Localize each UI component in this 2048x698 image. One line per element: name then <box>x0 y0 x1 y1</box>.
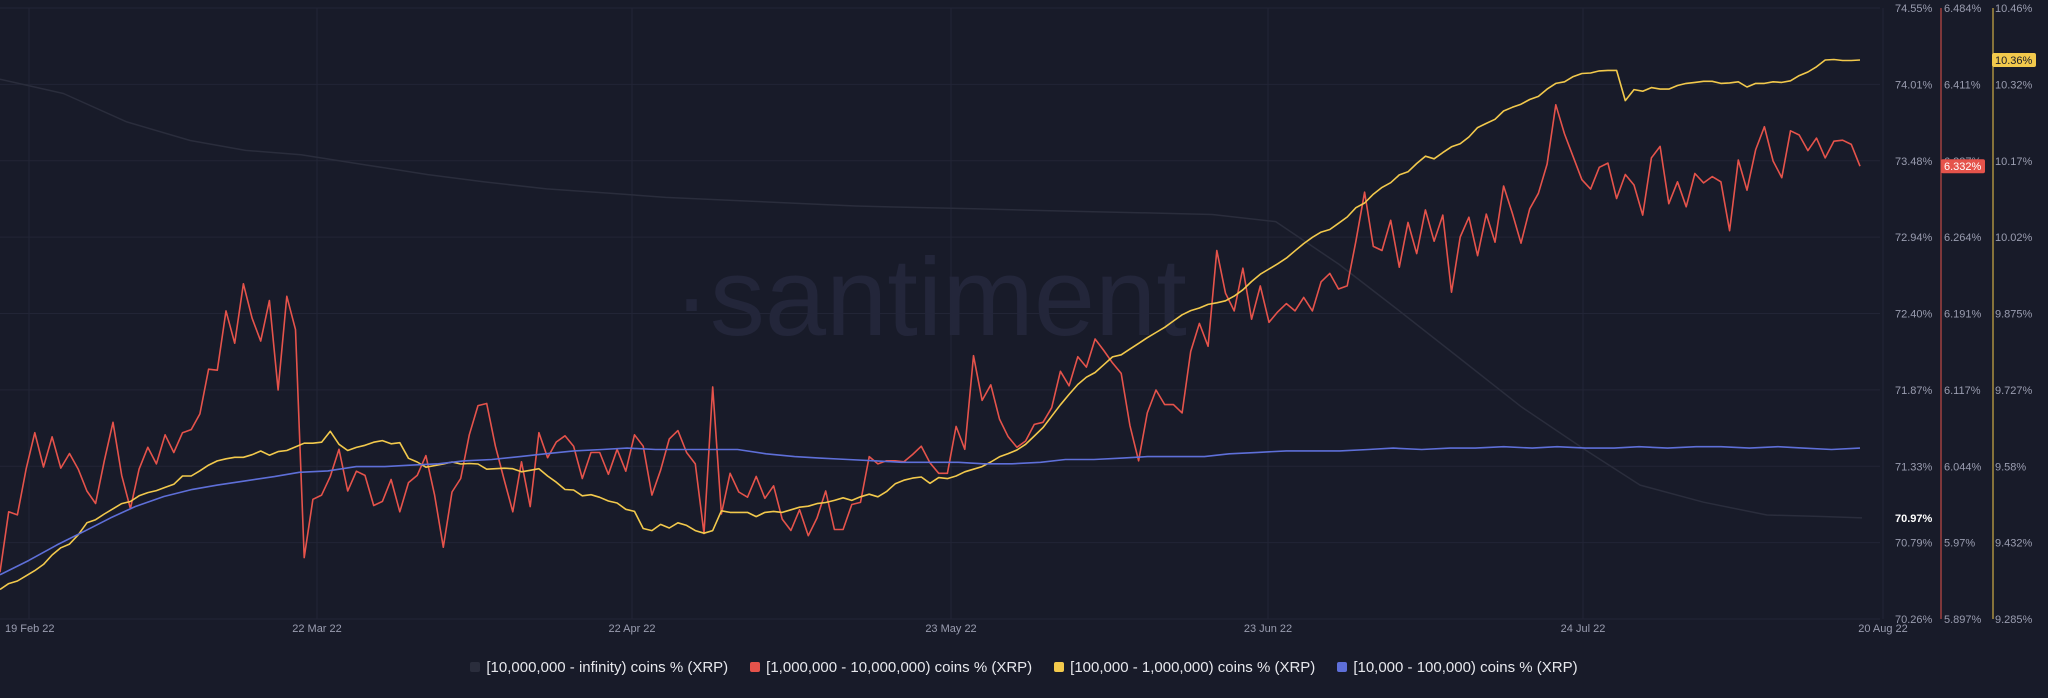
y-tick-label: 6.191% <box>1944 309 1982 321</box>
legend-label: [10,000 - 100,000) coins % (XRP) <box>1353 658 1578 676</box>
x-tick-label: 22 Mar 22 <box>292 623 342 635</box>
y-axes: 74.55% 74.01% 73.48% 72.94% 72.40% 71.87% 71.3… <box>1895 3 2036 626</box>
y-tick-label: 9.285% <box>1995 614 2033 626</box>
series-lines <box>0 58 1863 591</box>
y-tick-label: 10.17% <box>1995 156 2033 168</box>
current-value-label: 70.97% <box>1895 513 1933 525</box>
santiment-watermark: ·santiment <box>673 236 1187 359</box>
y-tick-label: 9.432% <box>1995 538 2033 550</box>
x-tick-label: 22 Apr 22 <box>608 623 655 635</box>
current-value-badge <box>1992 53 2036 67</box>
x-tick-label: 20 Aug 22 <box>1858 623 1908 635</box>
legend-swatch <box>1337 662 1348 672</box>
y-tick-label: 6.044% <box>1944 461 1982 473</box>
y-tick-label: 9.875% <box>1995 309 2033 321</box>
current-value-badge <box>1941 159 1985 174</box>
y-tick-label: 6.484% <box>1944 3 1982 15</box>
y-tick-label: 10.32% <box>1995 79 2033 91</box>
current-value-label: 6.332% <box>1944 161 1982 173</box>
series-line-4 <box>0 445 1861 576</box>
y-tick-label: 71.33% <box>1895 461 1933 473</box>
y-tick-label: 6.117% <box>1944 385 1981 397</box>
y-tick-label: 5.897% <box>1944 614 1982 626</box>
x-tick-label: 24 Jul 22 <box>1561 623 1606 635</box>
y-tick-label: 74.01% <box>1895 79 1933 91</box>
legend-label: [1,000,000 - 10,000,000) coins % (XRP) <box>766 658 1033 676</box>
y-tick-label: 72.40% <box>1895 309 1933 321</box>
legend-swatch <box>1054 662 1065 672</box>
legend-item-3[interactable]: [100,000 - 1,000,000) coins % (XRP) <box>1054 659 1315 676</box>
x-tick-label: 19 Feb 22 <box>5 623 55 635</box>
y-tick-label: 9.58% <box>1995 461 2026 473</box>
legend-swatch <box>470 662 481 672</box>
chart-legend: [10,000,000 - infinity) coins % (XRP) [1,… <box>0 655 2048 679</box>
x-tick-label: 23 Jun 22 <box>1244 623 1292 635</box>
series-line-3 <box>0 58 1861 591</box>
y-tick-label: 71.87% <box>1895 385 1933 397</box>
legend-item-4[interactable]: [10,000 - 100,000) coins % (XRP) <box>1337 658 1578 676</box>
legend-swatch <box>750 662 761 672</box>
y-tick-label: 74.55% <box>1895 3 1933 15</box>
y-tick-label: 6.411% <box>1944 79 1981 91</box>
y-tick-label: 6.264% <box>1944 232 1982 244</box>
y-tick-label: 70.79% <box>1895 538 1933 550</box>
y-tick-label: 70.26% <box>1895 614 1933 626</box>
legend-item-2[interactable]: [1,000,000 - 10,000,000) coins % (XRP) <box>750 659 1032 676</box>
legend-item-1[interactable]: [10,000,000 - infinity) coins % (XRP) <box>470 659 728 676</box>
x-tick-label: 23 May 22 <box>925 623 976 635</box>
y-tick-label: 73.48% <box>1895 156 1933 168</box>
legend-label: [100,000 - 1,000,000) coins % (XRP) <box>1070 658 1316 676</box>
y-tick-label: 10.46% <box>1995 3 2033 15</box>
y-tick-label: 10.02% <box>1995 232 2033 244</box>
legend-label: [10,000,000 - infinity) coins % (XRP) <box>486 658 729 676</box>
y-tick-label: 5.97% <box>1944 538 1975 550</box>
x-axis: 19 Feb 22 22 Mar 22 22 Apr 22 23 May 22 23 J… <box>5 623 1908 635</box>
grid-lines <box>0 7 1994 620</box>
current-value-label: 10.36% <box>1995 55 2033 67</box>
y-tick-label: 9.727% <box>1995 385 2033 397</box>
y-tick-label: 72.94% <box>1895 232 1933 244</box>
series-line-1 <box>0 78 1863 519</box>
